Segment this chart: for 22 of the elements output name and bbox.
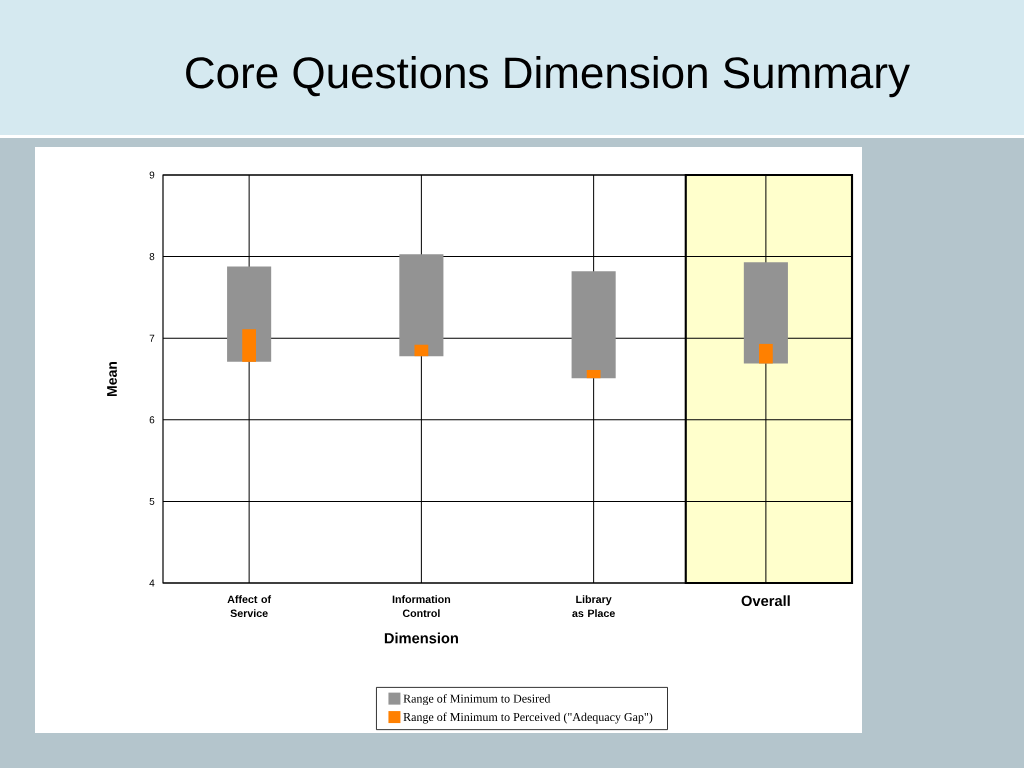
x-tick-label: Information Control <box>392 595 451 618</box>
bar <box>571 271 616 379</box>
bar <box>743 262 788 364</box>
bar <box>586 370 601 379</box>
bar <box>414 344 429 357</box>
y-tick-label: 5 <box>149 497 155 505</box>
chart-title: Core Questions Dimension Summary <box>186 56 910 98</box>
bar <box>758 343 773 364</box>
y-tick-label: 9 <box>149 171 155 179</box>
y-tick-label: 7 <box>149 334 155 342</box>
legend-label: Range of Minimum to Perceived ("Adequacy Gap") <box>403 712 653 724</box>
x-axis-title: Dimension <box>384 632 458 644</box>
legend-label: Range of Minimum to Desired <box>403 694 551 706</box>
y-tick-label: 6 <box>149 416 155 424</box>
x-tick-label: Library as Place <box>572 595 615 618</box>
y-tick-label: 4 <box>149 579 155 587</box>
bar <box>242 329 257 362</box>
x-tick-label: Affect of Service <box>227 595 272 618</box>
y-axis-title: Mean <box>107 361 117 396</box>
y-tick-label: 8 <box>149 253 155 261</box>
bar <box>399 254 444 357</box>
x-tick-label: Overall <box>741 595 790 607</box>
